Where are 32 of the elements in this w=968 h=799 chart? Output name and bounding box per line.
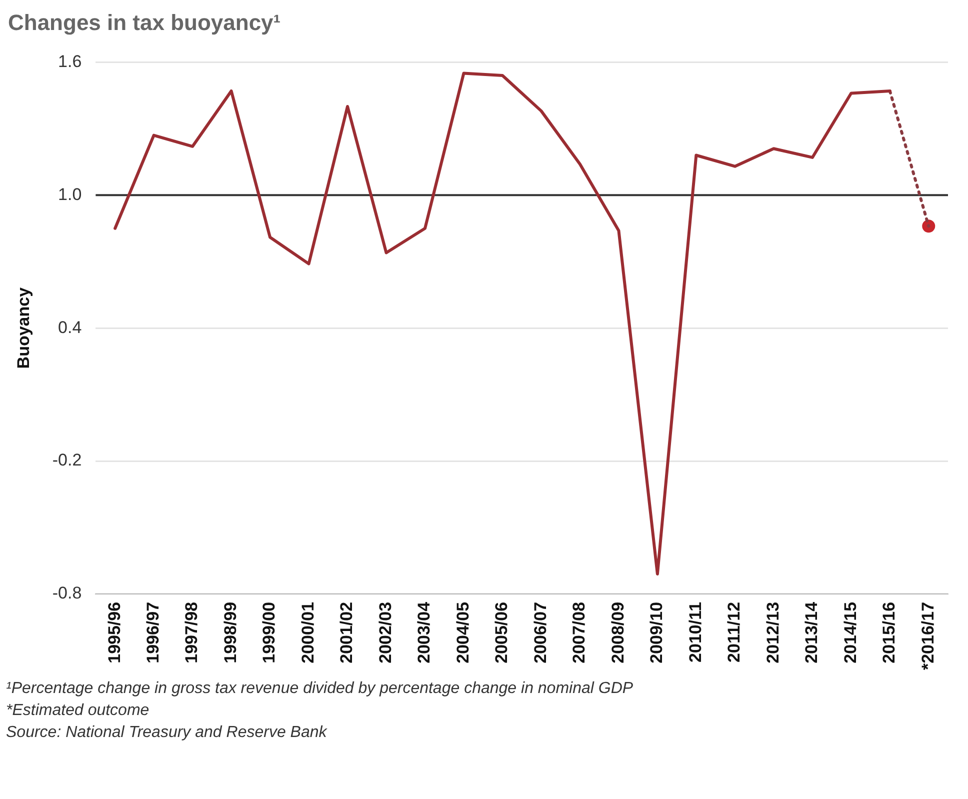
x-tick-label: 2014/15: [840, 602, 860, 664]
y-tick-label: -0.2: [52, 450, 82, 470]
y-tick-label: 1.0: [58, 184, 82, 204]
y-tick-label: 0.4: [58, 318, 82, 337]
x-tick-label: 1996/97: [143, 602, 162, 664]
x-tick-label: 2004/05: [453, 602, 472, 664]
x-tick-label: 2001/02: [337, 602, 356, 664]
x-tick-label: 2008/09: [608, 602, 628, 664]
y-axis-title: Buoyancy: [14, 286, 33, 369]
x-tick-label: 2002/03: [376, 602, 395, 664]
x-tick-label: 2010/11: [686, 602, 705, 662]
x-tick-label: 2003/04: [414, 601, 434, 664]
x-tick-label: *2016/17: [918, 602, 938, 670]
text: ¹Percentage change in gross tax revenue divided by percentage change in nominal GDP: [6, 679, 634, 699]
x-tick-label: 2012/13: [763, 602, 782, 664]
source-note: Source: National Treasury and Reserve Bank: [6, 723, 328, 743]
chart-title: Changes in tax buoyancy¹: [7, 9, 282, 37]
x-tick-label: 2011/12: [724, 602, 744, 662]
text: *Estimated outcome: [6, 701, 150, 721]
x-tick-label: 1995/96: [104, 602, 124, 664]
x-tick-label: 1997/98: [182, 602, 202, 664]
x-tick-label: 2009/10: [647, 602, 666, 664]
x-tick-label: 2005/06: [492, 602, 512, 664]
x-tick-label: 2006/07: [530, 602, 550, 664]
y-tick-label: -0.8: [52, 584, 82, 603]
x-tick-label: 2013/14: [802, 601, 822, 664]
x-tick-label: 1999/00: [260, 602, 279, 664]
y-tick-label: 1.6: [58, 52, 82, 71]
x-tick-label: 2015/16: [880, 602, 899, 664]
x-tick-label: 2000/01: [298, 602, 318, 664]
x-tick-label: 2007/08: [570, 602, 589, 664]
x-tick-label: 1998/99: [220, 602, 240, 664]
